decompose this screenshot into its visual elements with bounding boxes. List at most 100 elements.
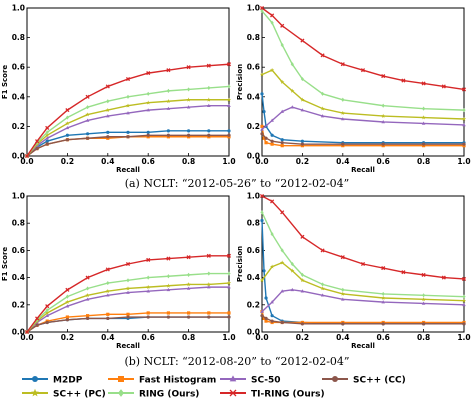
- data-point: [146, 311, 150, 315]
- data-point: [280, 42, 284, 48]
- data-point: [381, 295, 386, 300]
- data-point: [259, 278, 265, 283]
- data-point: [260, 8, 264, 14]
- data-point: [264, 141, 268, 145]
- data-point: [461, 87, 467, 92]
- series-ring-ours-: [260, 210, 466, 299]
- legend-entry: SC-50: [220, 375, 281, 386]
- x-tick-label: 1.0: [222, 157, 235, 166]
- data-point: [341, 142, 345, 146]
- data-point: [280, 320, 284, 325]
- y-tick-label: 0.6: [247, 63, 260, 72]
- series-line: [26, 130, 229, 157]
- x-axis-label: Recall: [116, 166, 140, 174]
- series-line: [261, 93, 464, 144]
- data-point: [35, 139, 40, 144]
- data-point: [146, 315, 150, 319]
- data-point: [186, 97, 191, 102]
- data-point: [381, 322, 385, 326]
- data-point: [45, 313, 49, 317]
- series-sc-pc-: [259, 67, 467, 121]
- legend-entry: M2DP: [22, 376, 83, 386]
- data-point: [280, 248, 284, 253]
- data-point: [300, 97, 305, 102]
- x-tick-label: 0.6: [142, 157, 155, 166]
- data-point: [105, 288, 110, 294]
- data-point: [227, 129, 231, 133]
- data-point: [126, 312, 130, 316]
- data-point: [270, 133, 274, 137]
- series-line: [261, 195, 465, 280]
- data-point: [125, 103, 131, 108]
- legend-entry: TI-RING (Ours): [220, 390, 325, 400]
- x-tick-label: 0.0: [20, 157, 33, 166]
- series-sc-50: [260, 105, 466, 131]
- data-point: [321, 91, 325, 96]
- legend-entry: Fast Histogram: [108, 376, 216, 386]
- data-point: [65, 115, 69, 120]
- data-point: [227, 285, 231, 289]
- data-point: [186, 65, 191, 70]
- data-point: [280, 144, 284, 148]
- data-point: [186, 255, 191, 260]
- data-point: [227, 103, 231, 107]
- data-point: [262, 269, 266, 273]
- data-point: [280, 138, 284, 142]
- legend-entry: SC++ (PC): [22, 388, 106, 400]
- data-point: [126, 130, 130, 134]
- data-point: [35, 147, 39, 151]
- legend-label: SC-50: [251, 376, 281, 386]
- legend-entry: RING (Ours): [108, 389, 199, 400]
- y-axis-label: F1 Score: [1, 247, 9, 282]
- data-point: [381, 103, 385, 108]
- y-tick-label: 0.0: [247, 328, 260, 337]
- data-point: [187, 129, 191, 133]
- data-point: [226, 97, 232, 102]
- data-point: [126, 111, 130, 115]
- data-point: [264, 296, 268, 300]
- series-line: [26, 63, 230, 157]
- data-point: [45, 125, 50, 130]
- x-tick-label: 0.6: [377, 157, 390, 166]
- data-point: [166, 99, 171, 104]
- series-line: [26, 134, 229, 157]
- data-point: [125, 76, 131, 82]
- data-point: [65, 318, 69, 322]
- series-sc-pc-: [24, 280, 232, 334]
- series-ti-ring-ours-: [24, 253, 232, 335]
- data-point: [401, 78, 406, 83]
- data-point: [86, 286, 90, 291]
- data-point: [65, 121, 70, 126]
- data-point: [187, 133, 191, 137]
- data-point: [320, 248, 325, 253]
- data-point: [461, 276, 467, 282]
- data-point: [146, 275, 150, 280]
- data-point: [146, 91, 150, 96]
- data-point: [106, 114, 110, 118]
- data-point: [269, 67, 275, 72]
- data-point: [65, 125, 70, 130]
- data-point: [260, 218, 264, 223]
- data-point: [207, 311, 211, 315]
- y-tick-label: 1.0: [12, 192, 25, 201]
- data-point: [290, 261, 294, 267]
- data-point: [146, 130, 150, 134]
- data-point: [360, 68, 366, 73]
- x-tick-label: 0.2: [296, 157, 309, 166]
- data-point: [146, 133, 150, 137]
- data-point: [126, 135, 130, 139]
- data-point: [270, 20, 274, 25]
- data-point: [45, 304, 50, 309]
- data-point: [126, 315, 130, 319]
- data-point: [441, 84, 446, 89]
- data-point: [126, 290, 130, 294]
- data-point: [290, 88, 295, 93]
- data-point: [260, 132, 264, 136]
- data-point: [462, 322, 466, 326]
- data-point: [106, 312, 110, 316]
- x-tick-label: 0.4: [336, 333, 349, 342]
- data-point: [421, 81, 426, 86]
- data-point: [146, 289, 150, 293]
- data-point: [381, 266, 386, 271]
- x-tick-label: 1.0: [457, 333, 470, 342]
